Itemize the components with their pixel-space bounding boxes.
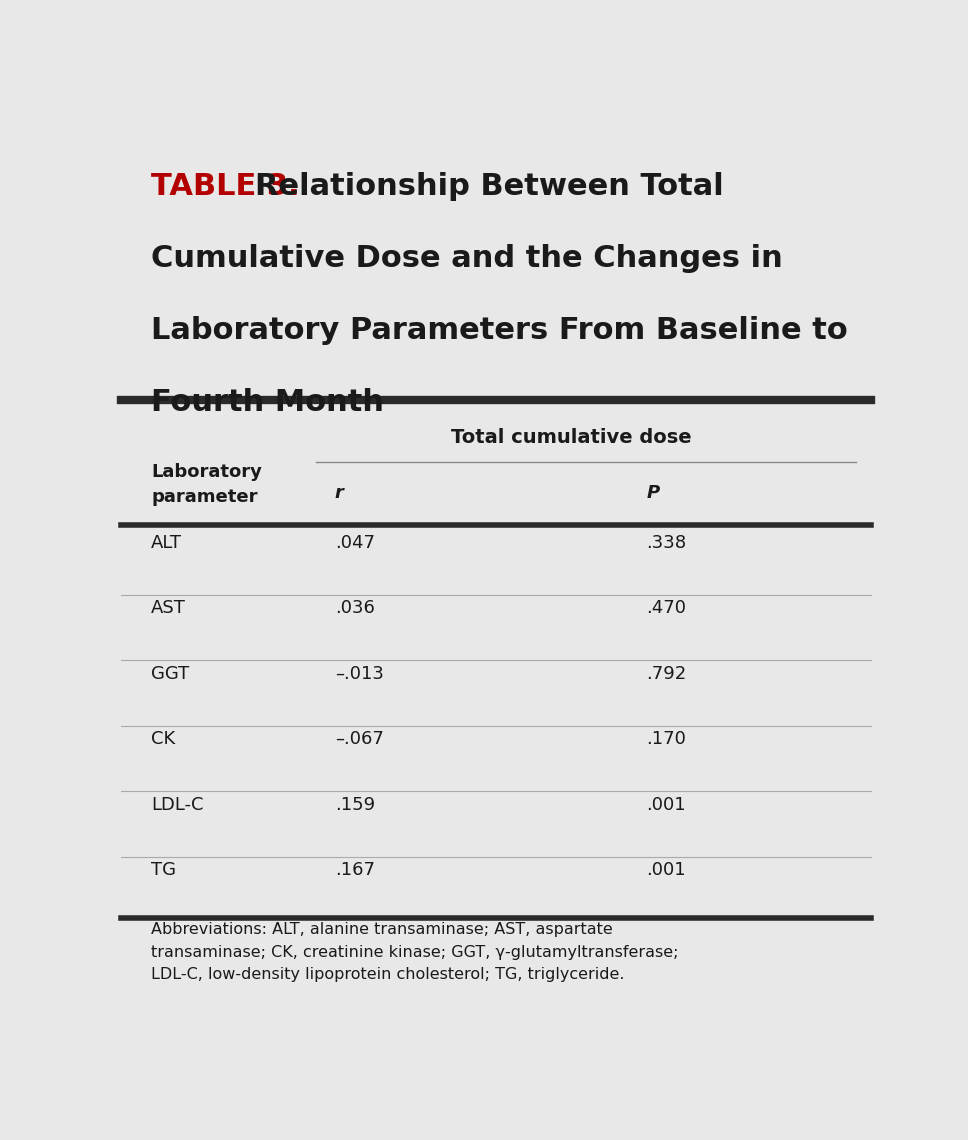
Text: Laboratory Parameters From Baseline to: Laboratory Parameters From Baseline to xyxy=(151,316,848,345)
Text: Laboratory
parameter: Laboratory parameter xyxy=(151,463,262,506)
Text: –.067: –.067 xyxy=(335,731,383,748)
Text: TG: TG xyxy=(151,862,176,879)
Text: .338: .338 xyxy=(647,534,686,552)
Text: AST: AST xyxy=(151,600,186,617)
Text: .036: .036 xyxy=(335,600,375,617)
Text: .792: .792 xyxy=(647,665,686,683)
Text: .001: .001 xyxy=(647,862,685,879)
Text: r: r xyxy=(335,483,344,502)
Text: ALT: ALT xyxy=(151,534,182,552)
Text: Total cumulative dose: Total cumulative dose xyxy=(451,429,691,447)
Text: .170: .170 xyxy=(647,731,686,748)
Text: P: P xyxy=(647,483,659,502)
Text: LDL-C: LDL-C xyxy=(151,796,203,814)
Text: TABLE 3.: TABLE 3. xyxy=(151,172,300,201)
Text: CK: CK xyxy=(151,731,175,748)
Text: .001: .001 xyxy=(647,796,685,814)
Text: .167: .167 xyxy=(335,862,375,879)
Text: .470: .470 xyxy=(647,600,686,617)
Text: Relationship Between Total: Relationship Between Total xyxy=(255,172,723,201)
Text: .047: .047 xyxy=(335,534,375,552)
Text: .159: .159 xyxy=(335,796,375,814)
Text: Abbreviations: ALT, alanine transaminase; AST, aspartate
transaminase; CK, creat: Abbreviations: ALT, alanine transaminase… xyxy=(151,922,679,982)
Text: –.013: –.013 xyxy=(335,665,383,683)
Text: Cumulative Dose and the Changes in: Cumulative Dose and the Changes in xyxy=(151,244,783,272)
Text: Fourth Month: Fourth Month xyxy=(151,388,384,417)
Text: GGT: GGT xyxy=(151,665,190,683)
